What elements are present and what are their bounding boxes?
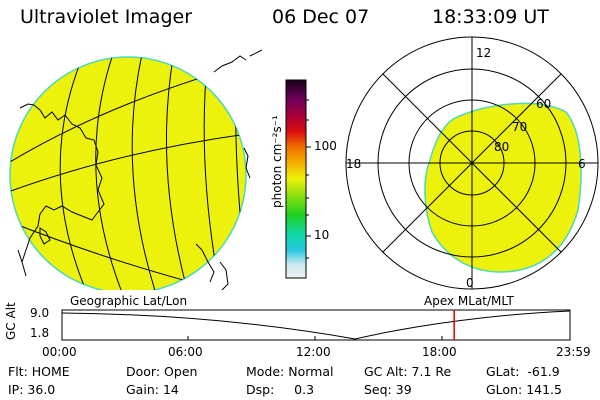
geographic-map — [9, 49, 262, 290]
status-glat: GLat: -61.9 — [486, 364, 560, 379]
colorbar-tick-10: 10 — [314, 228, 330, 242]
status-gcalt-value: 7.1 Re — [411, 364, 452, 379]
timeline-axis-label: GC Alt — [4, 302, 18, 340]
instrument-title: Ultraviolet Imager — [20, 6, 193, 28]
timeline-xtick-1200: 12:00 — [296, 345, 331, 359]
status-gcalt: GC Alt: 7.1 Re — [364, 364, 451, 379]
date-label: 06 Dec 07 — [272, 6, 370, 28]
timeline-ytick-bottom: 1.8 — [30, 326, 50, 340]
status-flt: Flt: HOME — [8, 364, 70, 379]
status-dsp-label: Dsp: — [246, 382, 275, 397]
lat-label-70: 70 — [512, 120, 528, 134]
geo-emission-disk — [9, 56, 247, 290]
geo-caption: Geographic Lat/Lon — [70, 294, 188, 308]
parallel-line — [10, 131, 246, 196]
status-ip-label: IP: — [8, 382, 24, 397]
status-gain: Gain: 14 — [126, 382, 179, 397]
status-glon: GLon: 141.5 — [486, 382, 562, 397]
status-flt-label: Flt: — [8, 364, 28, 379]
status-ip-value: 36.0 — [27, 382, 56, 397]
status-door: Door: Open — [126, 364, 197, 379]
status-glon-value: 141.5 — [526, 382, 562, 397]
timeline-xtick-2359: 23:59 — [556, 345, 591, 359]
status-glat-value: -61.9 — [527, 364, 560, 379]
mlt-label-6: 6 — [578, 157, 586, 171]
polar-mlt-plot — [345, 36, 599, 290]
apex-caption: Apex MLat/MLT — [424, 294, 514, 308]
status-seq-value: 39 — [395, 382, 412, 397]
meridian-line — [131, 57, 159, 290]
status-ip: IP: 36.0 — [8, 382, 55, 397]
status-mode-value: Normal — [288, 364, 334, 379]
time-label: 18:33:09 UT — [432, 6, 549, 28]
timeline-xtick-0000: 00:00 — [42, 345, 77, 359]
polar-axis-diag2 — [382, 73, 562, 253]
mlt-label-18: 18 — [346, 157, 362, 171]
status-seq: Seq: 39 — [364, 382, 412, 397]
colorbar-ticks — [306, 99, 311, 259]
lat-label-80: 80 — [494, 140, 510, 154]
timeline-ticks — [62, 309, 443, 341]
colorbar — [285, 79, 307, 279]
mlt-label-0: 0 — [466, 276, 474, 290]
status-mode-label: Mode: — [246, 364, 285, 379]
polar-emission-region — [424, 102, 582, 273]
status-gcalt-label: GC Alt: — [364, 364, 408, 379]
status-dsp: Dsp: 0.3 — [246, 382, 314, 397]
altitude-curve — [61, 310, 571, 340]
status-dsp-value: 0.3 — [294, 382, 315, 397]
status-flt-value: HOME — [31, 364, 70, 379]
timeline-ytick-top: 9.0 — [30, 306, 50, 320]
timeline-xtick-1800: 18:00 — [422, 345, 457, 359]
status-glon-label: GLon: — [486, 382, 523, 397]
timeline-frame — [61, 309, 571, 341]
meridian-line — [95, 57, 126, 290]
status-mode: Mode: Normal — [246, 364, 334, 379]
status-glat-label: GLat: — [486, 364, 520, 379]
colorbar-unit-label: photon cm⁻²s⁻¹ — [270, 115, 284, 208]
status-seq-label: Seq: — [364, 382, 392, 397]
status-door-value: Open — [164, 364, 198, 379]
lat-label-60: 60 — [536, 97, 552, 111]
status-gain-value: 14 — [162, 382, 179, 397]
mlt-label-12: 12 — [476, 46, 492, 60]
altitude-timeline — [61, 309, 571, 341]
status-gain-label: Gain: — [126, 382, 159, 397]
coastline — [17, 49, 262, 290]
colorbar-tick-100: 100 — [314, 139, 337, 153]
status-door-label: Door: — [126, 364, 161, 379]
timeline-xtick-0600: 06:00 — [168, 345, 203, 359]
parallel-line — [10, 217, 246, 290]
